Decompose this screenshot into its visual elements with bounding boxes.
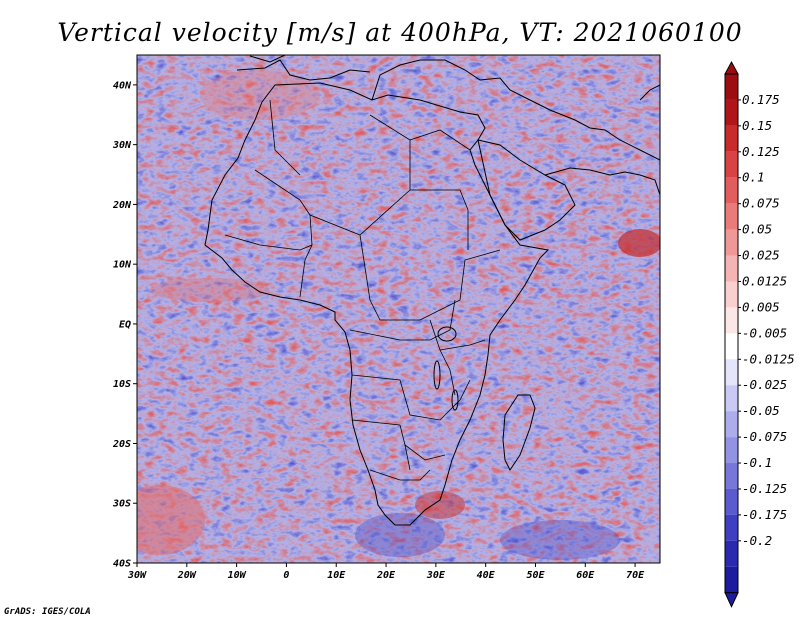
y-tick-label: 40N: [113, 80, 132, 91]
colorbar-segment: [725, 566, 738, 593]
colorbar-label: -0.125: [742, 481, 787, 496]
x-tick-label: 10W: [228, 570, 247, 581]
colorbar-segment: [725, 151, 738, 178]
colorbar-segment: [725, 203, 738, 230]
colorbar-segment: [725, 437, 738, 464]
y-tick-label: 40S: [113, 559, 131, 570]
x-tick-label: 20W: [177, 570, 197, 581]
colorbar-label: 0.05: [742, 222, 772, 237]
x-tick-label: 20E: [376, 570, 396, 581]
colorbar-label: 0.0125: [742, 273, 787, 288]
y-tick-label: 30N: [112, 140, 132, 151]
colorbar-segment: [725, 125, 738, 152]
colorbar-segment: [725, 359, 738, 386]
y-tick-label: 20N: [112, 200, 132, 211]
colorbar-label: -0.005: [742, 325, 787, 340]
x-tick-label: 50E: [526, 570, 545, 581]
colorbar-segment: [725, 307, 738, 334]
vertical-velocity-field: [137, 55, 660, 563]
lakes: [433, 326, 459, 411]
x-tick-label: 40E: [477, 570, 496, 581]
chart-title: Vertical velocity [m/s] at 400hPa, VT: 2…: [57, 18, 742, 47]
colorbar-min-arrow: [724, 592, 739, 608]
y-tick-label: 20S: [112, 439, 131, 450]
coastlines: [204, 55, 660, 526]
colorbar-label: -0.025: [742, 377, 787, 392]
colorbar-label: 0.005: [742, 299, 780, 314]
colorbar-segment: [725, 488, 738, 515]
country-borders: [224, 99, 501, 481]
colorbar-label: -0.1: [742, 455, 772, 470]
x-tick-label: 60E: [576, 570, 595, 581]
colorbar-segment: [725, 177, 738, 204]
y-tick-label: EQ: [119, 319, 131, 330]
colorbar: 0.175 0.15 0.125 0.1 0.075 0.05 0.025 0.0125 0.0…: [724, 60, 795, 608]
colorbar-label: -0.0125: [742, 351, 795, 366]
y-tick-label: 30S: [112, 499, 131, 510]
colorbar-max-arrow: [724, 60, 739, 75]
colorbar-label: -0.2: [742, 533, 772, 548]
colorbar-segment: [725, 281, 738, 308]
x-tick-label: 30W: [127, 570, 147, 581]
colorbar-segment: [725, 333, 738, 360]
colorbar-label: 0.075: [742, 196, 780, 211]
colorbar-label: 0.025: [742, 248, 780, 263]
colorbar-label: 0.1: [742, 170, 765, 185]
colorbar-segment: [725, 229, 738, 256]
y-tick-label: 10S: [113, 379, 131, 390]
colorbar-label: 0.15: [742, 118, 772, 133]
colorbar-segment: [725, 74, 738, 100]
colorbar-label: 0.125: [742, 144, 780, 159]
colorbar-segment: [725, 463, 738, 489]
colorbar-label: -0.175: [742, 507, 787, 522]
colorbar-label: 0.175: [742, 92, 780, 107]
colorbar-segment: [725, 385, 738, 412]
colorbar-segment: [725, 411, 738, 438]
x-tick-label: 10E: [327, 570, 346, 581]
colorbar-label: -0.05: [742, 403, 780, 418]
map-frame: [136, 54, 661, 564]
x-axis-ticks: 30W 20W 10W 0 10E 20E 30E 40E 50E 60E 70E: [127, 563, 645, 581]
colorbar-segment: [725, 540, 738, 567]
footer-credit: GrADS: IGES/COLA: [4, 607, 91, 617]
colorbar-segment: [725, 255, 738, 282]
y-axis-ticks: 40N 30N 20N 10N EQ 10S 20S 30S 40S: [112, 80, 137, 570]
colorbar-segment: [725, 514, 738, 541]
colorbar-label: -0.075: [742, 429, 787, 444]
x-tick-label: 0: [283, 570, 289, 581]
x-tick-label: 70E: [626, 570, 645, 581]
colorbar-segment: [725, 99, 738, 126]
y-tick-label: 10N: [113, 260, 132, 271]
x-tick-label: 30E: [426, 570, 446, 581]
